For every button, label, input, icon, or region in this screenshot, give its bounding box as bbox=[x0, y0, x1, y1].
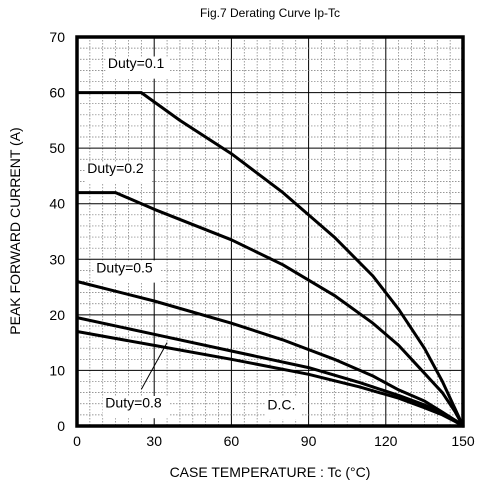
x-tick-label: 150 bbox=[451, 433, 475, 449]
y-tick-label: 50 bbox=[49, 140, 65, 156]
series-label: Duty=0.1 bbox=[108, 55, 165, 71]
derating-curves bbox=[75, 91, 465, 428]
series-label-background bbox=[105, 56, 170, 79]
x-tick-label: 30 bbox=[146, 433, 162, 449]
x-tick-label: 120 bbox=[374, 433, 398, 449]
duty-0-8-leader-line bbox=[140, 342, 168, 390]
y-tick-label: 30 bbox=[49, 251, 65, 267]
y-tick-label: 60 bbox=[49, 85, 65, 101]
y-tick-label: 70 bbox=[49, 29, 65, 45]
series-labels: Duty=0.1 Duty=0.2 Duty=0.5 Duty=0.8 D.C. bbox=[84, 55, 301, 420]
y-tick-label: 0 bbox=[57, 418, 65, 434]
series-label: Duty=0.2 bbox=[87, 160, 144, 176]
curve-duty-0-1 bbox=[75, 91, 465, 428]
curve-duty-0-2 bbox=[75, 191, 465, 428]
y-axis-label: PEAK FORWARD CURRENT (A) bbox=[7, 127, 23, 334]
tick-labels: 0 30 60 90 120 150 0 10 20 30 40 50 60 70 bbox=[49, 29, 474, 449]
series-label-background bbox=[102, 395, 170, 419]
series-label-background bbox=[84, 161, 152, 184]
x-axis-label: CASE TEMPERATURE : Tc (°C) bbox=[170, 464, 371, 480]
series-label-background bbox=[93, 260, 161, 283]
y-tick-label: 40 bbox=[49, 196, 65, 212]
y-tick-label: 20 bbox=[49, 307, 65, 323]
x-tick-label: 0 bbox=[73, 433, 81, 449]
series-label: Duty=0.5 bbox=[96, 260, 153, 276]
series-label: Duty=0.8 bbox=[105, 395, 162, 411]
x-tick-label: 90 bbox=[301, 433, 317, 449]
series-label: D.C. bbox=[267, 396, 295, 412]
series-label-background bbox=[264, 397, 301, 420]
plot-frame bbox=[75, 35, 465, 428]
curve-d-c- bbox=[75, 330, 465, 428]
chart-title: Fig.7 Derating Curve Ip-Tc bbox=[200, 6, 340, 20]
y-tick-label: 10 bbox=[49, 362, 65, 378]
x-tick-label: 60 bbox=[224, 433, 240, 449]
